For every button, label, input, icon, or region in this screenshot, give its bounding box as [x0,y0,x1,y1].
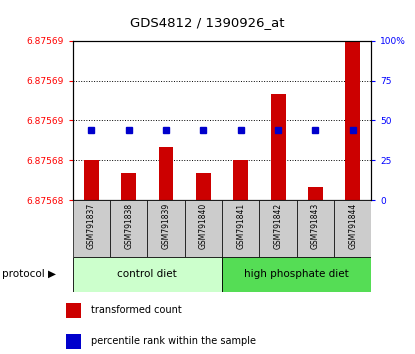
Bar [259,200,297,257]
Bar [271,94,286,200]
Bar [121,173,136,200]
Bar [73,200,110,257]
Text: transformed count: transformed count [91,305,182,315]
Bar [222,200,259,257]
Text: GSM791841: GSM791841 [236,202,245,249]
Bar [66,333,81,349]
Text: percentile rank within the sample: percentile rank within the sample [91,336,256,346]
Text: protocol ▶: protocol ▶ [2,269,56,279]
Bar [196,173,211,200]
Bar [147,200,185,257]
Text: GDS4812 / 1390926_at: GDS4812 / 1390926_at [130,16,285,29]
Text: control diet: control diet [117,269,177,279]
Bar [297,200,334,257]
Bar [110,200,147,257]
Text: GSM791837: GSM791837 [87,202,96,249]
Bar [66,303,81,318]
Text: GSM791843: GSM791843 [311,202,320,249]
Text: GSM791840: GSM791840 [199,202,208,249]
Text: GSM791838: GSM791838 [124,202,133,249]
Text: GSM791839: GSM791839 [161,202,171,249]
Bar [73,257,222,292]
Bar [84,160,99,200]
Bar [159,147,173,200]
Bar [185,200,222,257]
Text: GSM791844: GSM791844 [348,202,357,249]
Text: high phosphate diet: high phosphate diet [244,269,349,279]
Bar [334,200,371,257]
Bar [233,160,248,200]
Text: GSM791842: GSM791842 [273,202,283,249]
Bar [345,41,360,200]
Bar [308,187,323,200]
Bar [222,257,371,292]
